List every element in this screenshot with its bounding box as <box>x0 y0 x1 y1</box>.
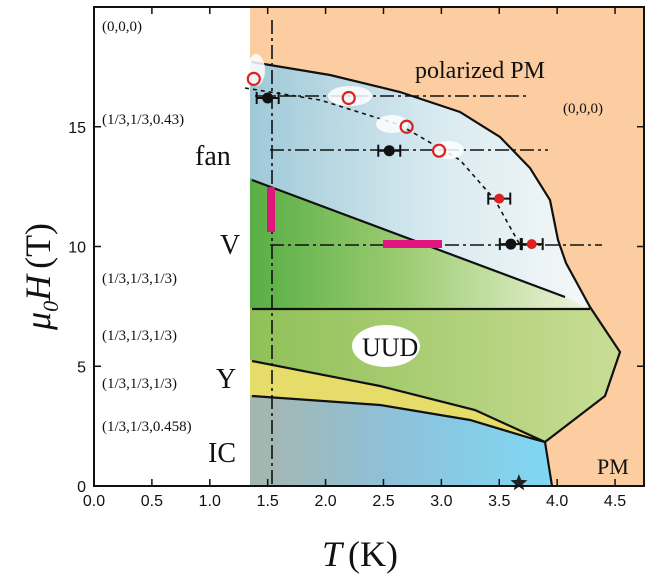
x-tick-label: 0.0 <box>83 493 105 510</box>
x-tick-label: 3.5 <box>488 493 510 510</box>
pm-boundary-line <box>251 60 622 487</box>
vector-y: (1/3,1/3,1/3) <box>102 376 177 392</box>
label-uud: UUD <box>362 333 418 362</box>
x-tick-label: 2.5 <box>372 493 394 510</box>
x-axis-symbol: T <box>322 534 345 574</box>
x-axis-title: T (K) <box>322 534 398 574</box>
phase-boundaries <box>251 60 622 487</box>
y-axis-symbol: μ <box>18 312 58 331</box>
x-tick-label: 1.5 <box>257 493 279 510</box>
vector-v: (1/3,1/3,1/3) <box>102 271 177 287</box>
label-v: V <box>220 230 240 261</box>
data-point-black <box>383 145 395 157</box>
fan-crossover-dashed-curve <box>244 87 521 246</box>
label-pm: PM <box>597 454 629 479</box>
magenta-bar-horizontal <box>383 240 442 248</box>
data-point-open-red <box>341 90 356 106</box>
ic-region <box>250 395 552 486</box>
y-tick-label: 15 <box>68 120 86 137</box>
axes: 0.0 0.5 1.0 1.5 2.0 2.5 3.0 3.5 4.0 4.5 0 5 10 15 <box>68 7 644 510</box>
uud-y-boundary-line <box>251 359 546 444</box>
star-marker <box>510 474 528 491</box>
x-tick-label: 4.5 <box>604 493 626 510</box>
y-axis-unit: (T) <box>18 223 58 269</box>
uud-label-bubble <box>352 325 420 367</box>
y-tick-label: 10 <box>68 240 86 257</box>
data-point-open-red <box>431 143 447 158</box>
data-point-red <box>526 239 537 250</box>
low-temperature-strip <box>94 7 250 486</box>
y-axis-title: μ0H (T) <box>18 223 63 331</box>
vector-polarized-pm: (0,0,0) <box>563 101 603 117</box>
y-axis-subscript: 0 <box>38 301 63 312</box>
x-tick-label: 1.0 <box>199 493 221 510</box>
data-point-red <box>494 193 505 204</box>
y-ic-boundary-line <box>251 394 546 444</box>
phase-regions <box>94 7 644 486</box>
data-point-black <box>262 92 274 104</box>
x-tick-label: 0.5 <box>141 493 163 510</box>
magenta-bar-vertical <box>267 187 275 232</box>
svg-text:μ0H(T): μ0H (T) <box>18 223 63 331</box>
label-polarized-pm: polarized PM <box>415 58 545 84</box>
fan-v-boundary-line <box>251 178 566 299</box>
y-axis-symbol-h: H <box>18 273 58 302</box>
label-ic: IC <box>208 438 236 469</box>
x-tick-label: 3.0 <box>430 493 452 510</box>
data-markers <box>246 71 544 491</box>
label-y: Y <box>216 364 236 395</box>
x-tick-label: 2.0 <box>314 493 336 510</box>
vector-fan: (1/3,1/3,0.43) <box>102 112 184 128</box>
vector-top-left: (0,0,0) <box>102 19 142 35</box>
y-region <box>250 360 545 442</box>
uud-region <box>250 308 620 442</box>
x-axis-unit: (K) <box>348 534 398 574</box>
data-point-black <box>505 238 517 250</box>
y-tick-label: 0 <box>77 479 86 496</box>
vector-ic: (1/3,1/3,0.458) <box>102 419 192 435</box>
vector-uud: (1/3,1/3,1/3) <box>102 328 177 344</box>
x-tick-label: 4.0 <box>546 493 568 510</box>
data-point-open-red <box>246 71 261 86</box>
label-fan: fan <box>195 141 231 172</box>
data-point-open-red <box>399 119 414 134</box>
y-tick-label: 5 <box>77 359 86 376</box>
